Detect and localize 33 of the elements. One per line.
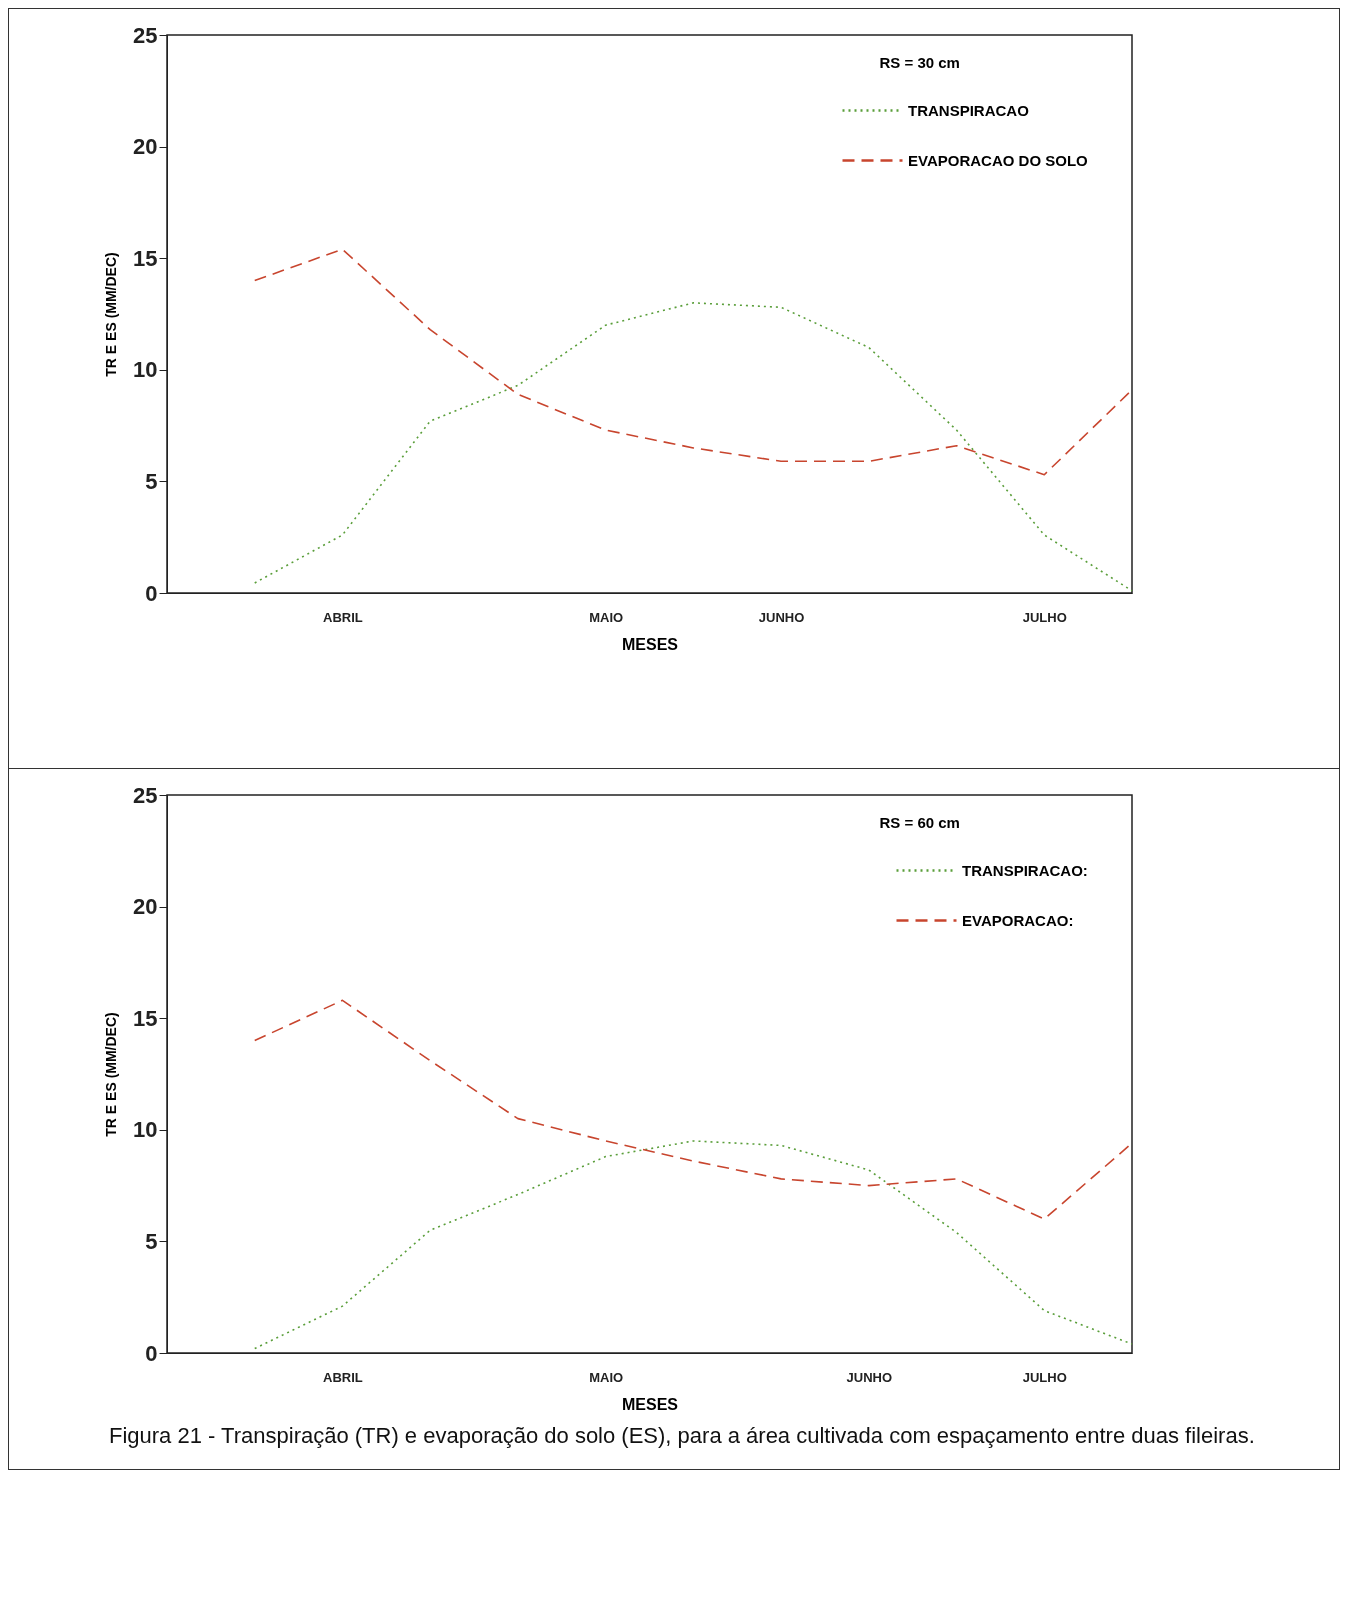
x-tick-label: JUNHO (846, 1369, 893, 1385)
y-tick-label: 5 (145, 468, 158, 494)
y-tick-label: 5 (145, 1228, 158, 1254)
y-tick-label: 15 (133, 245, 158, 271)
y-tick-label: 20 (133, 134, 158, 160)
x-axis-title: MESES (621, 635, 679, 653)
legend-label: EVAPORACAO DO SOLO (908, 151, 1089, 169)
y-tick-label: 20 (133, 894, 158, 920)
x-tick-label: MAIO (589, 1369, 624, 1385)
annotation: RS = 60 cm (879, 813, 960, 831)
legend-label: TRANSPIRACAO (908, 101, 1030, 119)
y-tick-label: 0 (145, 1340, 158, 1366)
x-tick-label: JUNHO (758, 609, 805, 625)
annotation: RS = 30 cm (879, 53, 960, 71)
text: Figura 21 - Transpiração (TR) e evaporação do solo (ES), para a área cultivada com espaçamento entre duas fileiras. (109, 1423, 1256, 1450)
x-tick-label: JULHO (1022, 1369, 1067, 1385)
y-axis-title: TR E ES (MM/DEC) (103, 1012, 120, 1137)
x-axis-title: MESES (621, 1395, 679, 1413)
legend-label: TRANSPIRACAO: (962, 861, 1088, 879)
x-tick-label: ABRIL (323, 609, 363, 625)
line-series (253, 1140, 1133, 1350)
x-tick-label: ABRIL (323, 1369, 363, 1385)
y-axis-title: TR E ES (MM/DEC) (103, 252, 120, 377)
y-tick-label: 0 (145, 580, 158, 606)
y-tick-label: 10 (133, 357, 158, 383)
legend-label: EVAPORACAO: (962, 911, 1074, 929)
line-series (253, 302, 1133, 592)
y-tick-label: 10 (133, 1117, 158, 1143)
x-tick-label: MAIO (589, 609, 624, 625)
x-tick-label: JULHO (1022, 609, 1067, 625)
y-tick-label: 25 (133, 22, 158, 48)
y-tick-label: 25 (133, 782, 158, 808)
y-tick-label: 15 (133, 1005, 158, 1031)
